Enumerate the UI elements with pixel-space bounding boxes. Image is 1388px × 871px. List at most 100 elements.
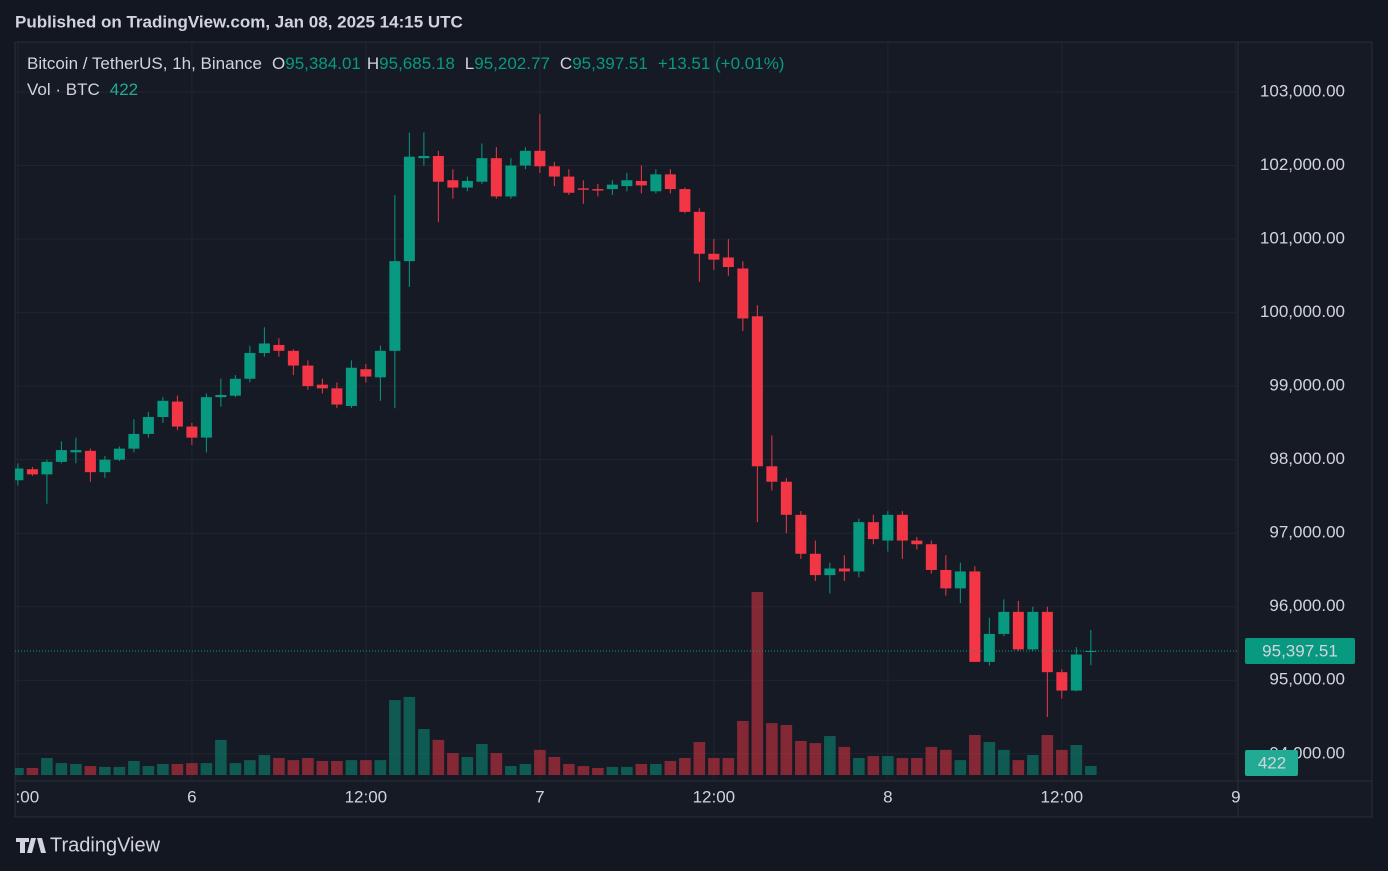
volume-bar — [635, 763, 648, 775]
candle-body — [229, 378, 241, 396]
volume-tag — [1245, 750, 1298, 777]
volume-bar — [867, 756, 880, 775]
candle-body — [186, 426, 198, 438]
volume-bar — [128, 760, 140, 775]
candle-body — [954, 571, 966, 589]
volume-bar — [548, 756, 561, 775]
volume-bar — [70, 763, 82, 775]
volume-bar — [1070, 744, 1083, 775]
volume-bar — [925, 746, 938, 775]
volume-title: Vol · BTC — [27, 80, 100, 99]
volume-bar — [998, 749, 1010, 775]
volume-bar — [186, 763, 198, 775]
volume-bar — [534, 749, 546, 775]
volume-bar — [15, 767, 24, 775]
ohlc-key: O — [272, 54, 285, 73]
ohlc-value: 95,202.77 — [474, 54, 550, 73]
volume-bar — [41, 757, 53, 775]
candle-body — [55, 450, 67, 462]
candle-body — [693, 211, 705, 254]
volume-bar — [374, 760, 387, 775]
volume-bar — [171, 763, 184, 775]
candle-body — [940, 569, 952, 589]
candle-body — [766, 466, 778, 482]
candle-body — [389, 261, 401, 351]
candle-body — [316, 384, 328, 389]
volume-bar — [1041, 734, 1054, 775]
volume-bar — [577, 766, 590, 775]
volume-bar — [563, 763, 575, 775]
candle-body — [1085, 651, 1097, 653]
volume-bar — [403, 696, 416, 775]
volume-bar — [461, 756, 474, 775]
candle-body — [983, 633, 995, 662]
ohlc-key: C — [560, 54, 572, 73]
candle-body — [896, 514, 908, 541]
volume-bar — [896, 757, 909, 775]
volume-bar — [969, 734, 981, 775]
volume-bar — [722, 757, 735, 775]
x-tick-label: 6 — [187, 787, 196, 806]
volume-bar — [679, 757, 691, 775]
candle-body — [1070, 654, 1082, 691]
volume-bar — [142, 766, 155, 775]
candle-body — [722, 257, 734, 268]
candle-body — [360, 369, 372, 377]
logo-mark — [16, 838, 46, 853]
candle-body — [403, 156, 415, 262]
volume-bar — [229, 763, 242, 775]
volume-bar — [244, 760, 256, 775]
y-tick-label: 96,000.00 — [1269, 596, 1345, 615]
candle-body — [882, 514, 894, 541]
candle-body — [15, 468, 24, 481]
candle-body — [969, 571, 981, 662]
candle-body — [519, 150, 531, 166]
volume-bar — [505, 766, 517, 775]
chart-frame — [14, 41, 1373, 818]
candle-body — [563, 176, 575, 193]
volume-bar — [708, 757, 720, 775]
volume-bar — [476, 743, 488, 775]
volume-bar — [940, 749, 952, 775]
candle-body — [244, 353, 256, 379]
volume-bar — [983, 742, 996, 775]
volume-bar — [447, 753, 459, 775]
volume-bar — [780, 724, 793, 775]
candle-body — [664, 174, 676, 190]
volume-bar — [809, 743, 822, 775]
volume-bar — [302, 757, 314, 775]
x-tick-label: 12:00 — [0, 787, 39, 806]
candle-body — [1056, 672, 1068, 691]
candle-body — [1012, 611, 1024, 650]
candle-body — [708, 253, 720, 260]
volume-bar — [287, 760, 300, 775]
volume-bar — [1085, 766, 1097, 775]
candle-body — [157, 400, 169, 418]
candle-body — [635, 180, 647, 186]
published-note: Published on TradingView.com, Jan 08, 20… — [15, 12, 463, 31]
volume-bar — [215, 739, 227, 775]
last-price-label: 95,397.51 — [1262, 642, 1338, 661]
volume-bar — [389, 700, 401, 775]
volume-bar — [1056, 749, 1068, 775]
volume-bar — [766, 723, 778, 775]
volume-bar — [345, 760, 358, 775]
volume-bar — [273, 757, 285, 775]
x-tick-label: 8 — [883, 787, 892, 806]
candle-body — [534, 150, 546, 167]
candle-body — [679, 189, 691, 212]
y-tick-label: 102,000.00 — [1260, 155, 1345, 174]
volume-value: 422 — [110, 80, 138, 99]
candle-body — [331, 388, 343, 405]
candle-body — [461, 180, 473, 188]
volume-legend: Vol · BTC 422 — [27, 80, 138, 99]
candle-body — [911, 540, 923, 545]
ohlc-key: L — [465, 54, 474, 73]
candle-body — [113, 448, 125, 460]
volume-bar — [113, 766, 126, 775]
ohlc-value: 95,397.51 — [572, 54, 648, 73]
volume-tag-label: 422 — [1258, 754, 1286, 773]
ohlc-key: H — [367, 54, 379, 73]
volume-bar — [157, 763, 169, 775]
change: +13.51 (+0.01%) — [658, 54, 785, 73]
